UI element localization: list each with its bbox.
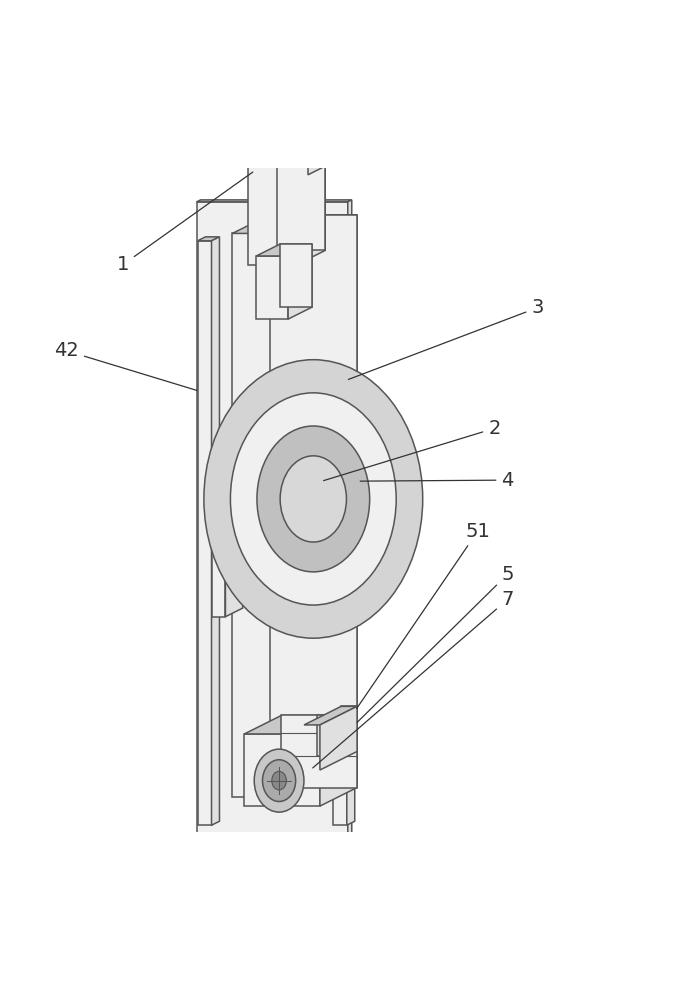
Polygon shape: [198, 237, 219, 241]
Polygon shape: [225, 495, 242, 617]
Text: 32: 32: [0, 999, 1, 1000]
Polygon shape: [341, 706, 357, 751]
Polygon shape: [257, 256, 288, 319]
Polygon shape: [347, 237, 355, 825]
Polygon shape: [232, 215, 357, 233]
Polygon shape: [198, 241, 211, 825]
Polygon shape: [196, 200, 352, 202]
Text: 42: 42: [54, 341, 197, 390]
Polygon shape: [320, 463, 377, 481]
Polygon shape: [211, 495, 242, 504]
Polygon shape: [248, 157, 296, 265]
Polygon shape: [320, 715, 357, 806]
Ellipse shape: [257, 426, 370, 572]
Polygon shape: [232, 233, 320, 797]
Polygon shape: [211, 237, 219, 825]
Text: 51: 51: [357, 522, 490, 709]
Polygon shape: [244, 734, 320, 806]
Polygon shape: [308, 97, 329, 175]
Ellipse shape: [271, 771, 286, 790]
Ellipse shape: [280, 456, 347, 542]
Ellipse shape: [230, 393, 396, 605]
Polygon shape: [296, 142, 325, 265]
Text: 31: 31: [0, 999, 1, 1000]
Text: 4: 4: [360, 471, 514, 490]
Polygon shape: [211, 504, 225, 617]
Polygon shape: [248, 142, 325, 157]
Polygon shape: [318, 715, 337, 756]
Polygon shape: [340, 463, 377, 572]
Polygon shape: [348, 200, 352, 851]
Polygon shape: [357, 463, 377, 553]
Polygon shape: [244, 715, 357, 734]
Ellipse shape: [263, 760, 296, 802]
Polygon shape: [288, 244, 312, 319]
Polygon shape: [320, 706, 357, 770]
Polygon shape: [278, 142, 325, 250]
Polygon shape: [280, 244, 312, 307]
Polygon shape: [333, 237, 355, 241]
Polygon shape: [304, 706, 357, 725]
Polygon shape: [196, 202, 348, 851]
Ellipse shape: [255, 749, 304, 812]
Polygon shape: [269, 215, 357, 779]
Polygon shape: [320, 215, 357, 797]
Polygon shape: [257, 244, 312, 256]
Ellipse shape: [204, 360, 422, 638]
Polygon shape: [333, 241, 347, 825]
Text: 5: 5: [357, 565, 514, 722]
Polygon shape: [282, 715, 357, 788]
Text: 1: 1: [117, 172, 253, 274]
Polygon shape: [266, 97, 329, 107]
Text: 7: 7: [313, 590, 514, 768]
Polygon shape: [288, 97, 329, 164]
Text: 2: 2: [324, 419, 500, 481]
Text: 3: 3: [349, 298, 544, 379]
